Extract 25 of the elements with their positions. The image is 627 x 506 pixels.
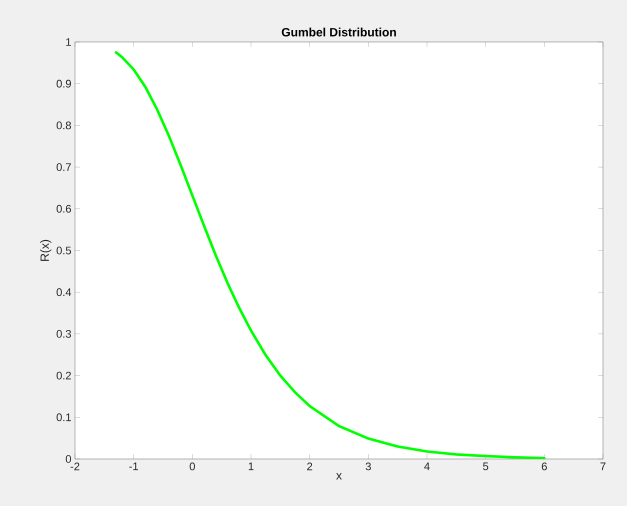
x-tick-label: 2: [307, 462, 312, 470]
y-tick-label: 0.1: [56, 413, 71, 422]
x-axis-title: x: [336, 473, 342, 480]
y-tick-label: 0.4: [56, 288, 72, 296]
y-tick-label: 0.5: [56, 246, 71, 254]
y-tick-label: 0.6: [56, 204, 71, 213]
x-tick-label: 5: [483, 462, 488, 470]
x-tick-label: -2: [70, 462, 80, 470]
y-tick-label: 0.2: [56, 372, 71, 380]
y-axis-title: R(x): [40, 240, 52, 261]
x-tick-label: 0: [190, 462, 195, 470]
y-tick-label: 1: [66, 38, 71, 46]
chart-title: Gumbel Distribution: [282, 28, 396, 36]
y-tick-label: 0.8: [56, 122, 71, 130]
x-tick-label: -1: [129, 462, 138, 470]
y-tick-label: 0.9: [56, 80, 71, 88]
y-tick-label: 0: [66, 455, 72, 463]
line-series: [114, 51, 546, 459]
y-tick-label: 0.3: [56, 330, 71, 338]
x-tick-label: 4: [424, 462, 430, 470]
x-tick-label: 6: [542, 462, 547, 470]
x-tick-label: 7: [600, 462, 606, 470]
x-tick-label: 1: [248, 462, 254, 470]
x-tick-label: 3: [366, 462, 371, 470]
y-tick-label: 0.7: [56, 163, 71, 171]
